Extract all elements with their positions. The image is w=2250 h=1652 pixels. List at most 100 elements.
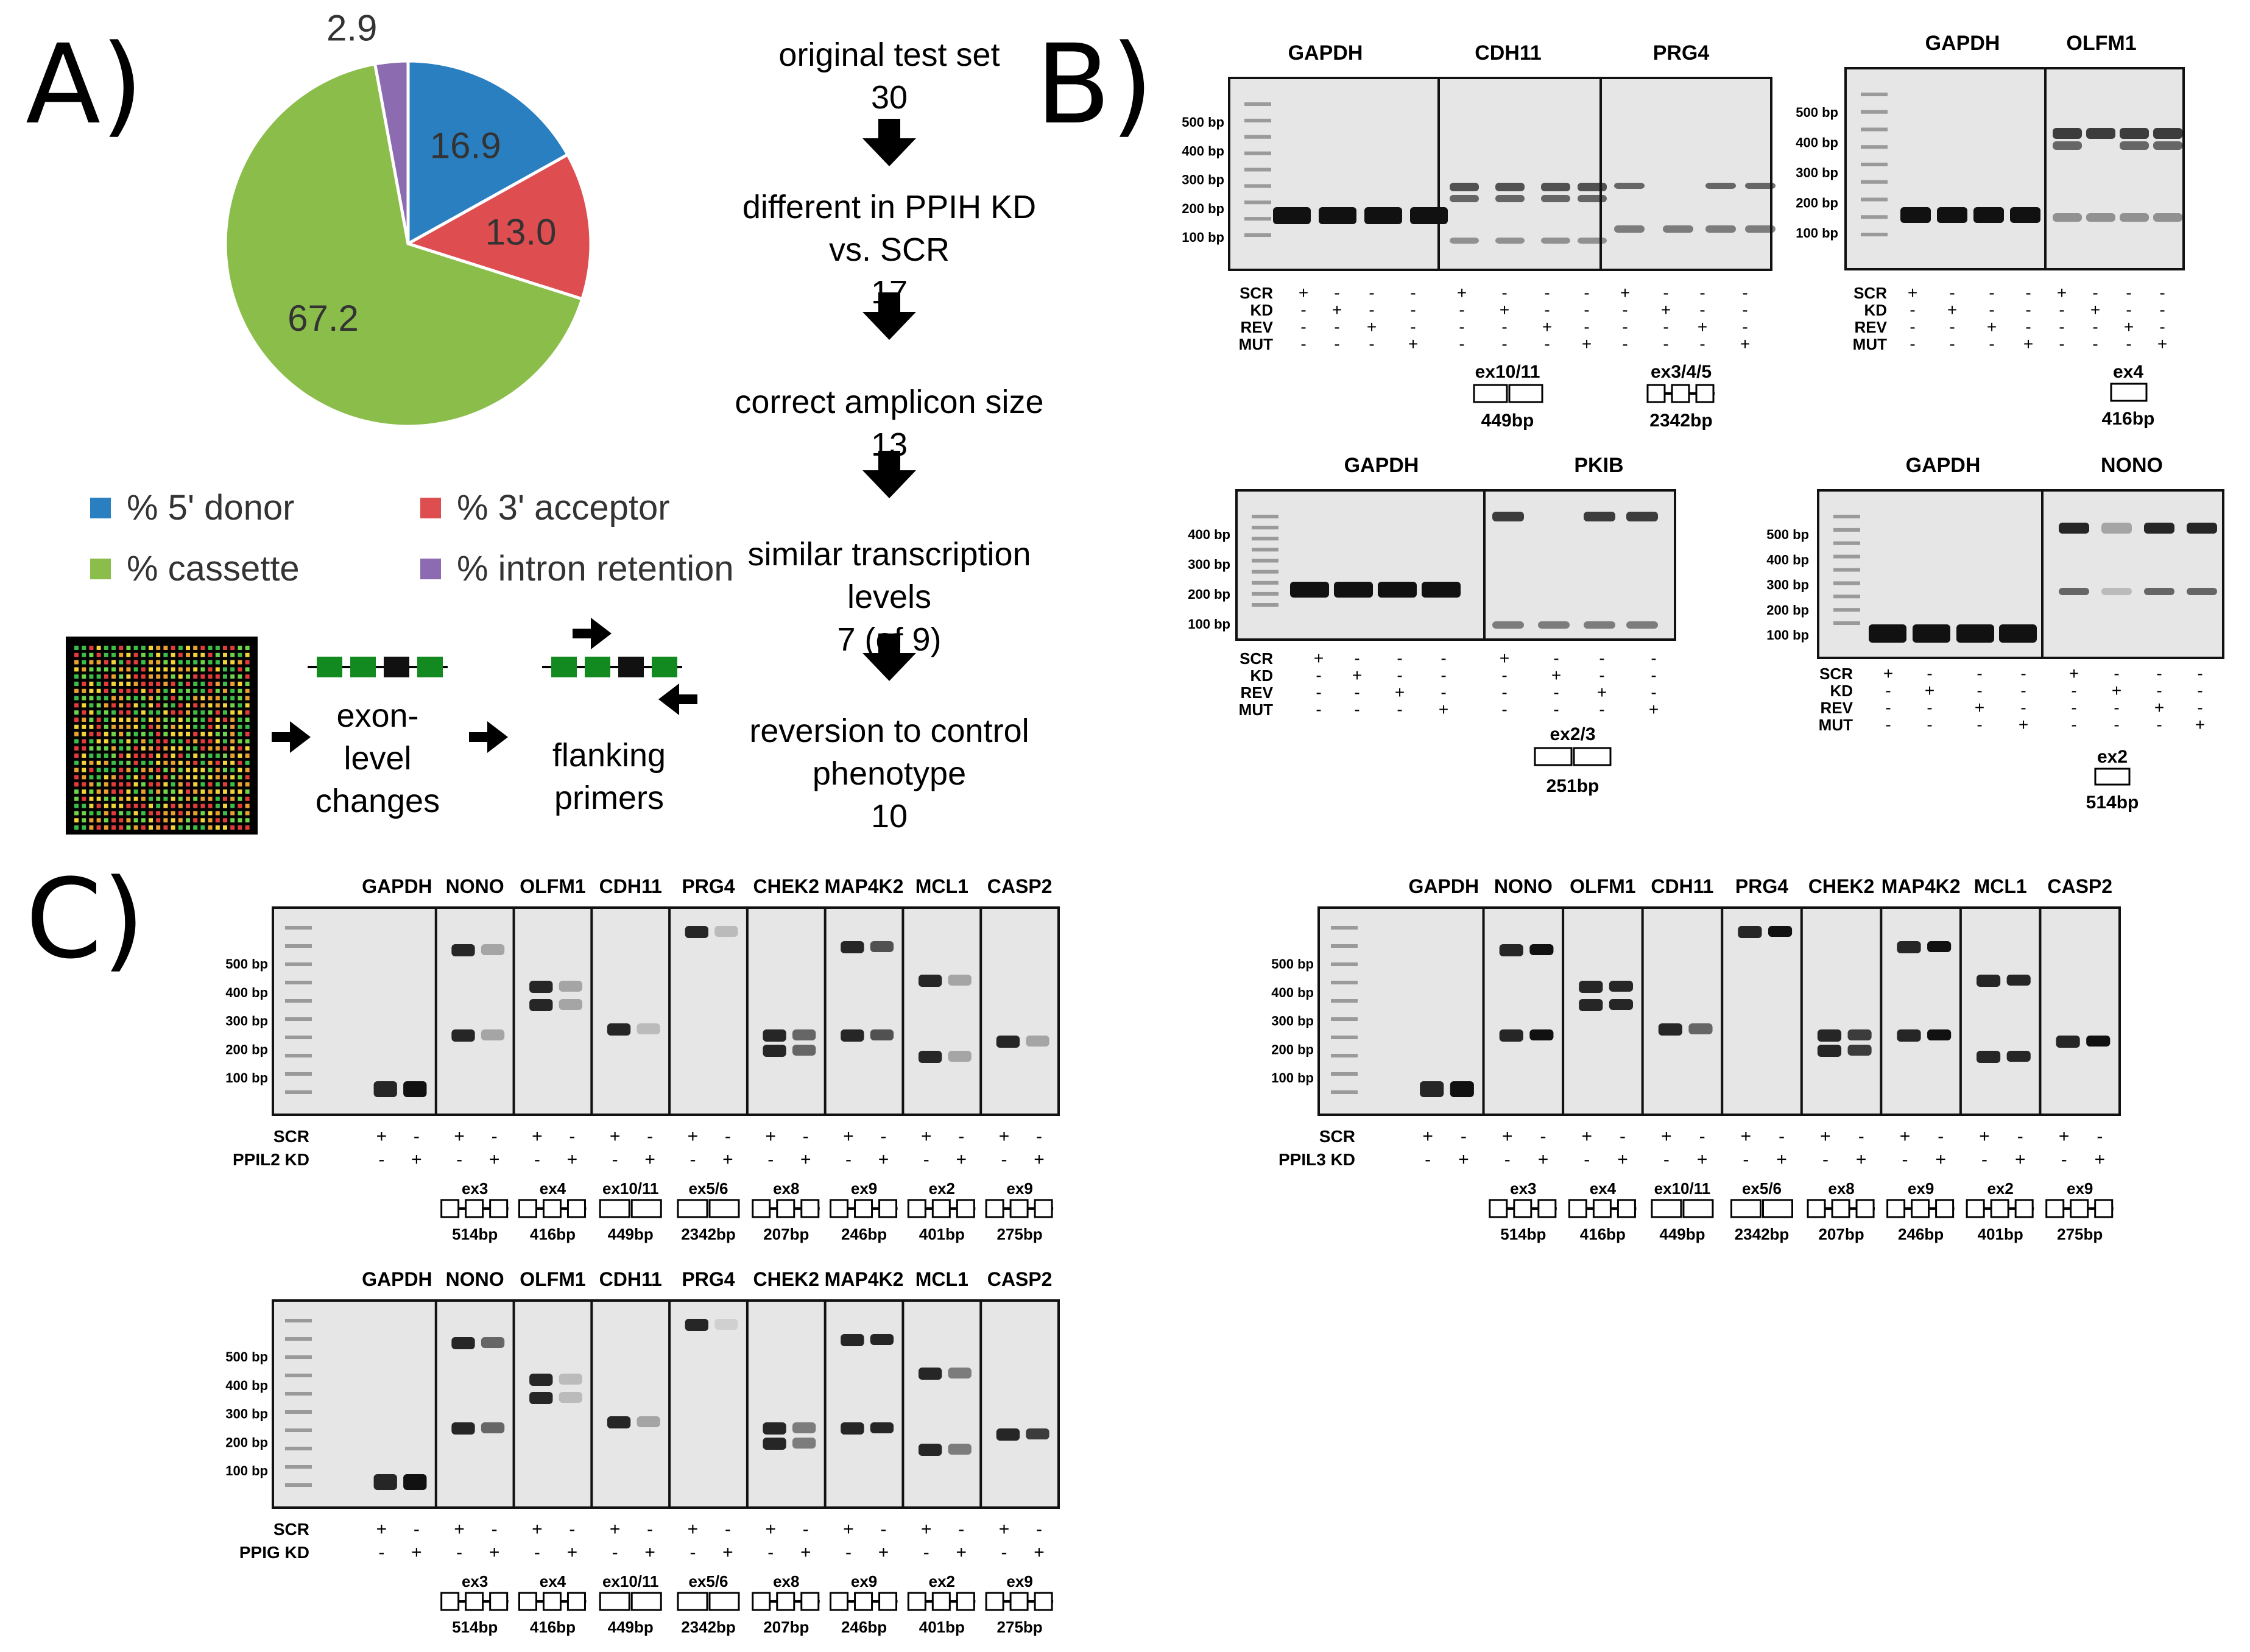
microarray-dot [89, 688, 94, 693]
condition-sign: + [1620, 283, 1630, 302]
microarray-dot [186, 796, 190, 801]
microarray-dot [163, 652, 168, 657]
microarray-dot [74, 782, 79, 787]
microarray-dot [193, 739, 198, 744]
ladder-band [285, 1428, 312, 1432]
condition-sign: - [881, 1126, 887, 1146]
ladder-label: 200 bp [225, 1042, 268, 1057]
condition-sign: - [1622, 334, 1628, 353]
exon-size: 275bp [2057, 1225, 2103, 1243]
condition-sign: - [1651, 683, 1656, 702]
microarray-dot [111, 775, 116, 780]
microarray-dot [230, 754, 235, 758]
gene-label-cdh11: CDH11 [1651, 875, 1713, 897]
legend-label-acceptor: % 3' acceptor [457, 488, 670, 528]
microarray-dot [163, 775, 168, 780]
microarray-dot [186, 703, 190, 708]
ladder-band [1331, 999, 1358, 1003]
condition-sign: - [2126, 300, 2131, 319]
microarray-dot [82, 696, 86, 701]
microarray-dot [238, 688, 242, 693]
microarray-dot [126, 660, 131, 665]
microarray-dot [171, 754, 175, 758]
gel-band [1977, 975, 2001, 987]
exon-glyph [518, 1199, 537, 1218]
microarray-dot [230, 768, 235, 772]
condition-sign: + [1582, 1126, 1593, 1146]
microarray-dot [163, 703, 168, 708]
exon-size: 251bp [1546, 776, 1599, 796]
condition-sign: - [1663, 283, 1668, 302]
condition-sign: + [2195, 715, 2205, 734]
microarray-dot [133, 688, 138, 693]
panel-label-a: A) [26, 21, 144, 149]
arrow-right-icon [469, 721, 508, 753]
condition-sign: - [1663, 317, 1668, 336]
gene-label-mcl1: MCL1 [1974, 875, 2027, 897]
microarray-dot [178, 688, 183, 693]
microarray-dot [171, 811, 175, 816]
microarray-dot [171, 789, 175, 794]
ladder-band [1833, 581, 1860, 585]
gel-band [1290, 582, 1329, 598]
microarray-dot [186, 789, 190, 794]
microarray-dot [74, 710, 79, 715]
gel-band [1422, 582, 1461, 598]
condition-sign: + [878, 1542, 889, 1562]
gene-label-nono: NONO [1494, 875, 1553, 897]
microarray-dot [126, 825, 131, 830]
condition-sign: - [1369, 283, 1374, 302]
microarray-dot [238, 803, 242, 808]
ladder-band [285, 1054, 312, 1057]
condition-sign: - [1001, 1149, 1007, 1170]
microarray-dot [230, 646, 235, 650]
condition-sign: - [1410, 300, 1416, 319]
microarray-dot [230, 739, 235, 744]
gel-band [1973, 207, 2004, 223]
exon-glyph [440, 1199, 460, 1218]
microarray-dot [193, 796, 198, 801]
microarray-dot [171, 825, 175, 830]
microarray-dot [171, 782, 175, 787]
microarray-dot [171, 652, 175, 657]
exon-glyph [2094, 1199, 2114, 1218]
microarray-dot [126, 667, 131, 672]
condition-sign: - [1599, 700, 1604, 719]
gel-band [1541, 238, 1570, 244]
gel-band [1578, 183, 1607, 191]
exon-label: ex4 [1590, 1179, 1617, 1198]
microarray-dot [230, 782, 235, 787]
gel-band [919, 975, 942, 987]
condition-scr: SCR [273, 1520, 309, 1539]
microarray-dot [238, 754, 242, 758]
microarray-dot [133, 811, 138, 816]
exon-box [317, 657, 342, 677]
microarray-dot [104, 688, 108, 693]
microarray-dot [245, 652, 250, 657]
gel-band [1538, 621, 1570, 629]
microarray-dot [119, 688, 124, 693]
microarray-dot [96, 818, 101, 823]
microarray-dot [215, 652, 220, 657]
microarray-dot [163, 811, 168, 816]
microarray-dot [126, 818, 131, 823]
legend-swatch-donor [90, 497, 111, 518]
gel-band [685, 1319, 708, 1331]
microarray-dot [111, 803, 116, 808]
microarray-dot [96, 768, 101, 772]
ladder-label: 100 bp [225, 1463, 268, 1478]
gel-band [1495, 238, 1525, 244]
microarray-dot [133, 825, 138, 830]
microarray-dot [215, 667, 220, 672]
gel-band [1745, 183, 1776, 189]
condition-sign: - [958, 1519, 964, 1539]
microarray-dot [104, 652, 108, 657]
microarray-dot [215, 803, 220, 808]
gene-label-chek2: CHEK2 [1808, 875, 1874, 897]
exon-glyph [1537, 1199, 1557, 1218]
microarray-dot [96, 652, 101, 657]
microarray-dot [89, 825, 94, 830]
condition-sign: - [881, 1519, 887, 1539]
microarray-dot [238, 818, 242, 823]
